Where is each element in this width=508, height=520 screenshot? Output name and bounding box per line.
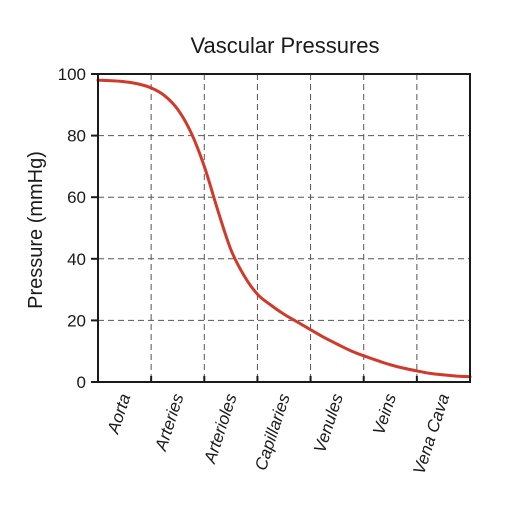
x-tick-labels: Aorta Arteries Arterioles Capillaries Venule… [103, 391, 453, 477]
x-tick-label: Capillaries [251, 391, 294, 473]
y-tick-label: 80 [67, 127, 86, 146]
axis-ticks [91, 73, 418, 383]
x-tick-label: Arterioles [200, 391, 241, 467]
x-tick-label: Veins [369, 391, 400, 437]
y-tick-labels: 0 20 40 60 80 100 [58, 65, 86, 392]
pressure-series-line [96, 78, 472, 379]
x-tick-label: Aorta [103, 391, 134, 436]
x-tick-label: Arteries [151, 391, 188, 454]
x-tick-label: Vena Cava [409, 391, 453, 476]
y-tick-label: 40 [67, 250, 86, 269]
y-tick-label: 0 [77, 373, 86, 392]
y-tick-label: 20 [67, 311, 86, 330]
y-tick-label: 60 [67, 188, 86, 207]
series-group [96, 78, 472, 379]
x-tick-label: Venules [310, 391, 347, 455]
y-axis-label: Pressure (mmHg) [25, 151, 47, 309]
grid [98, 74, 470, 382]
plot-frame [97, 73, 471, 383]
chart-title: Vascular Pressures [190, 33, 379, 58]
y-tick-label: 100 [58, 65, 86, 84]
